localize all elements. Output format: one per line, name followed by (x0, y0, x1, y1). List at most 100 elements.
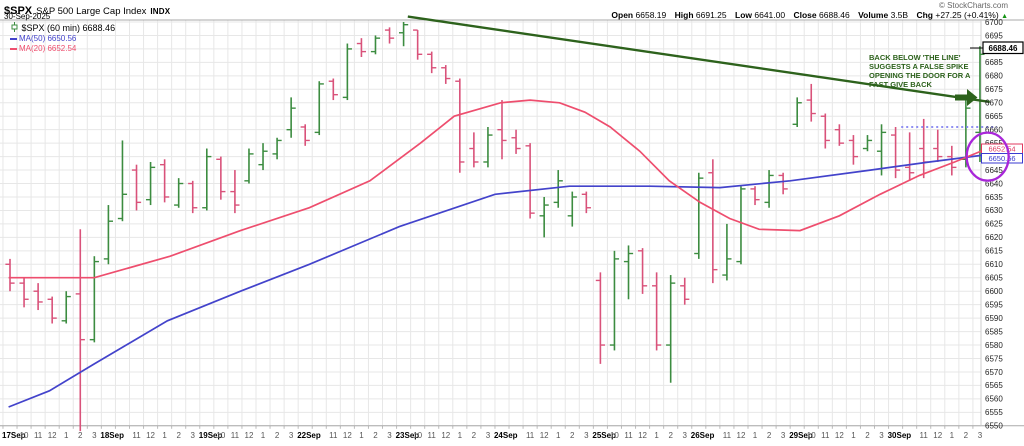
svg-text:6700: 6700 (985, 18, 1003, 27)
ohlc-bar (764, 170, 774, 208)
ohlc-bars (5, 22, 985, 432)
ohlc-bar (61, 291, 71, 324)
ma50-line (8, 154, 985, 408)
svg-text:6680: 6680 (985, 72, 1003, 81)
svg-text:12: 12 (441, 431, 450, 440)
svg-text:10: 10 (20, 431, 29, 440)
svg-text:6675: 6675 (985, 85, 1003, 94)
svg-text:17Sep: 17Sep (2, 431, 26, 440)
ohlc-bar (103, 205, 113, 265)
svg-text:2: 2 (767, 431, 772, 440)
svg-text:6652.54: 6652.54 (988, 145, 1015, 154)
high-value: 6691.25 (695, 10, 727, 20)
ohlc-bar (553, 170, 563, 208)
ma50-price-label: 6650.56 (981, 153, 1023, 164)
ohlc-quote-bar: Open 6658.19 High 6691.25 Low 6641.00 Cl… (605, 10, 1008, 20)
svg-text:6650.56: 6650.56 (988, 154, 1015, 163)
ohlc-bar (19, 277, 29, 308)
svg-text:11: 11 (526, 431, 535, 440)
analyst-annotation-note: BACK BELOW 'THE LINE' SUGGESTS A FALSE S… (869, 53, 970, 89)
low-value: 6641.00 (754, 10, 786, 20)
ohlc-bar (328, 78, 338, 101)
ohlc-bar (848, 135, 859, 165)
svg-text:6695: 6695 (985, 31, 1003, 40)
svg-text:26Sep: 26Sep (691, 431, 715, 440)
svg-text:6635: 6635 (985, 193, 1003, 202)
ohlc-bar (160, 159, 170, 203)
ohlc-bar (750, 186, 760, 206)
svg-text:11: 11 (723, 431, 732, 440)
svg-text:12: 12 (245, 431, 254, 440)
svg-text:11: 11 (34, 431, 43, 440)
svg-text:6565: 6565 (985, 381, 1003, 390)
svg-text:10: 10 (216, 431, 225, 440)
symbol-exchange: INDX (150, 7, 171, 16)
svg-text:6560: 6560 (985, 395, 1003, 404)
legend-series-label: $SPX (60 min) 6688.46 (21, 23, 116, 33)
ohlc-bar (300, 124, 310, 146)
svg-text:6605: 6605 (985, 274, 1003, 283)
ohlc-bar (609, 250, 620, 351)
svg-text:12: 12 (540, 431, 549, 440)
svg-text:6670: 6670 (985, 99, 1003, 108)
ohlc-bar (483, 126, 493, 168)
ohlc-bar (666, 275, 676, 383)
svg-text:2: 2 (275, 431, 280, 440)
svg-text:29Sep: 29Sep (789, 431, 813, 440)
ma20-price-label: 6652.54 (981, 143, 1023, 154)
svg-text:12: 12 (48, 431, 57, 440)
svg-text:11: 11 (132, 431, 141, 440)
symbol-name: S&P 500 Large Cap Index (36, 6, 147, 17)
chart-date: 30-Sep-2025 (4, 12, 51, 21)
grid-lines (0, 20, 981, 429)
svg-text:18Sep: 18Sep (100, 431, 124, 440)
svg-text:2: 2 (176, 431, 181, 440)
svg-text:3: 3 (683, 431, 688, 440)
ohlc-bar (33, 283, 43, 311)
ohlc-bar (216, 156, 226, 200)
svg-text:1: 1 (654, 431, 659, 440)
note-line-4: FAST GIVE BACK (869, 80, 932, 89)
svg-text:6580: 6580 (985, 341, 1003, 350)
ohlc-bar (230, 170, 240, 214)
svg-text:10: 10 (413, 431, 422, 440)
ohlc-bar (890, 126, 901, 179)
svg-text:3: 3 (584, 431, 589, 440)
ohlc-bar (595, 272, 605, 364)
ohlc-bar (469, 132, 479, 168)
svg-text:6630: 6630 (985, 206, 1003, 215)
ohlc-bar (722, 223, 732, 281)
ohlc-bar (511, 129, 521, 154)
ohlc-bar (862, 135, 873, 152)
ohlc-bar (497, 100, 507, 160)
svg-text:6620: 6620 (985, 233, 1003, 242)
svg-text:6595: 6595 (985, 300, 1003, 309)
ohlc-bar (623, 245, 634, 300)
svg-text:12: 12 (343, 431, 352, 440)
ohlc-bar (652, 272, 662, 351)
legend-ma50-row: MA(50) 6650.56 (10, 34, 115, 43)
ohlc-bar (680, 277, 690, 305)
svg-text:1: 1 (753, 431, 758, 440)
svg-text:6645: 6645 (985, 166, 1003, 175)
svg-text:12: 12 (638, 431, 647, 440)
right-arrow-icon (955, 89, 978, 106)
ohlc-bar (384, 27, 395, 44)
ohlc-bar (427, 51, 437, 74)
ohlc-bar (202, 148, 212, 211)
svg-text:11: 11 (428, 431, 437, 440)
ma20-line (8, 99, 985, 279)
ohlc-bar (117, 140, 128, 222)
svg-text:3: 3 (387, 431, 392, 440)
svg-text:1: 1 (261, 431, 266, 440)
volume-value: 3.5B (890, 10, 909, 20)
svg-text:12: 12 (146, 431, 155, 440)
ohlc-bar (834, 124, 844, 146)
ohlc-bar (933, 129, 943, 162)
svg-text:6590: 6590 (985, 314, 1003, 323)
ohlc-bar (314, 81, 324, 136)
svg-text:6688.46: 6688.46 (989, 44, 1018, 53)
